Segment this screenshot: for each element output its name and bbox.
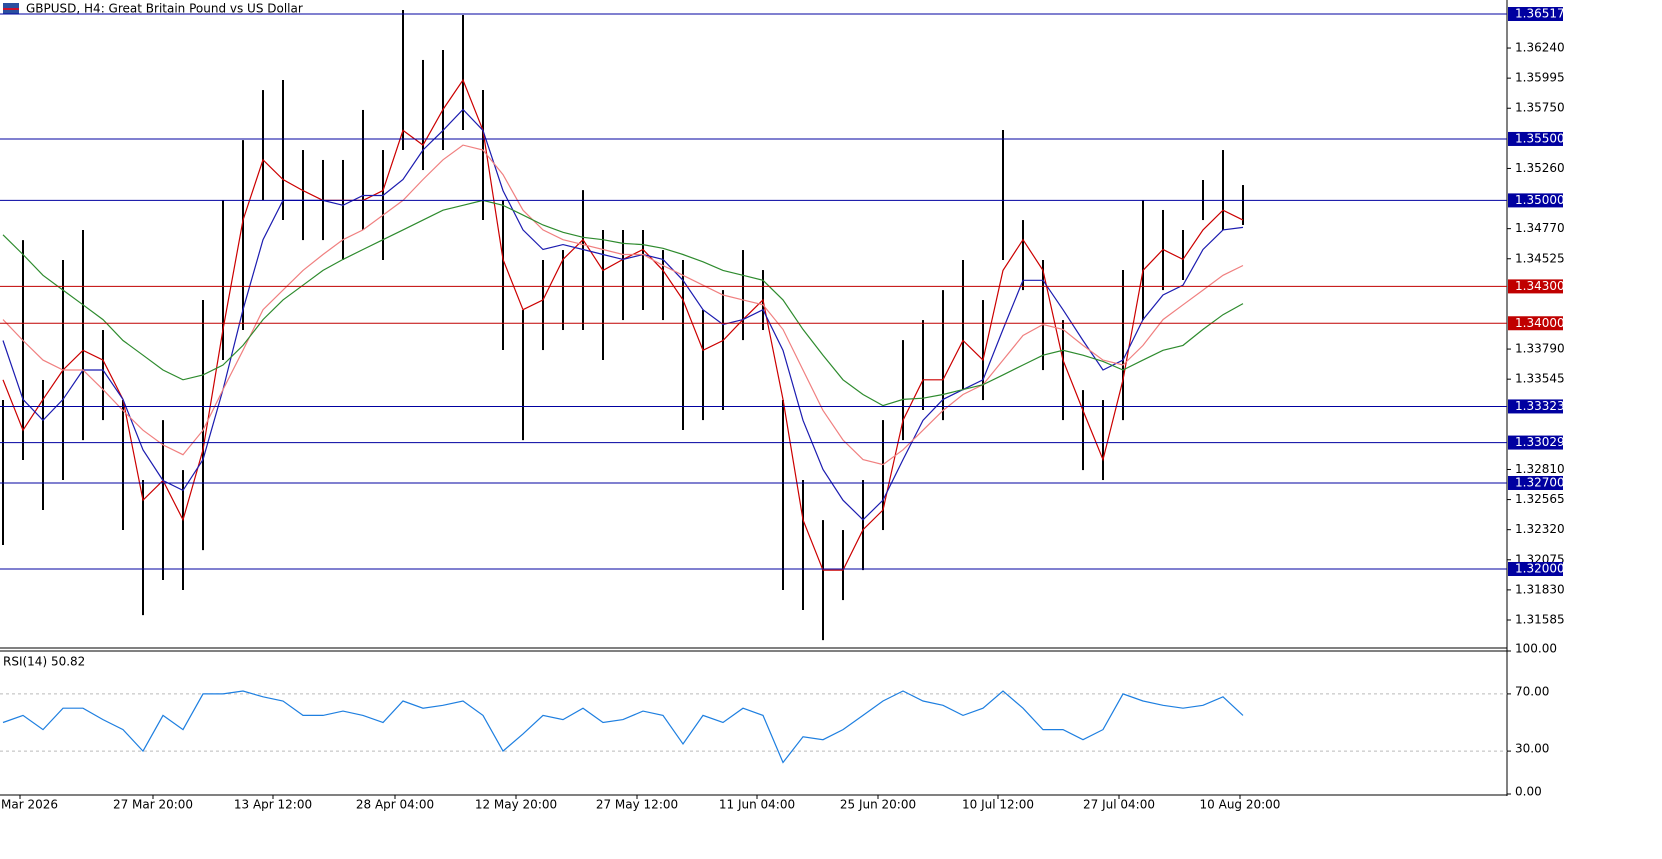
y-tick-label: 1.36240 bbox=[1515, 41, 1565, 55]
level-label-box bbox=[1508, 131, 1563, 146]
rsi-title: RSI(14) 50.82 bbox=[3, 655, 85, 669]
level-label-box bbox=[1508, 399, 1563, 414]
x-tick-label: 11 Jun 04:00 bbox=[719, 798, 795, 812]
y-tick-label: 1.32565 bbox=[1515, 492, 1565, 506]
y-tick-label: 1.34770 bbox=[1515, 221, 1565, 235]
symbol-icon-stripe bbox=[3, 8, 19, 10]
y-tick-label: 100.00 bbox=[1515, 642, 1557, 656]
level-label-box bbox=[1508, 193, 1563, 208]
x-tick-label: 13 Mar 2026 bbox=[0, 798, 58, 812]
level-label: 1.33029 bbox=[1515, 435, 1565, 449]
level-label: 1.36517 bbox=[1515, 7, 1565, 21]
level-label-box bbox=[1508, 435, 1563, 450]
moving-average bbox=[2, 199, 1244, 407]
x-tick-label: 28 Apr 04:00 bbox=[356, 798, 434, 812]
y-tick-label: 1.35995 bbox=[1515, 71, 1565, 85]
y-tick-label: 1.35750 bbox=[1515, 101, 1565, 115]
x-tick-label: 13 Apr 12:00 bbox=[234, 798, 312, 812]
x-tick-label: 10 Aug 20:00 bbox=[1200, 798, 1281, 812]
x-tick-label: 27 Mar 20:00 bbox=[113, 798, 193, 812]
x-tick-label: 27 Jul 04:00 bbox=[1083, 798, 1155, 812]
level-label: 1.32000 bbox=[1515, 561, 1565, 575]
level-label: 1.34300 bbox=[1515, 279, 1565, 293]
level-label-box bbox=[1508, 7, 1563, 22]
y-tick-label: 1.32320 bbox=[1515, 522, 1565, 536]
chart-title: GBPUSD, H4: Great Britain Pound vs US Do… bbox=[26, 2, 303, 16]
y-tick-label: 1.33545 bbox=[1515, 372, 1565, 386]
y-tick-label: 1.31585 bbox=[1515, 612, 1565, 626]
moving-average bbox=[2, 144, 1244, 466]
y-tick-label: 1.34525 bbox=[1515, 251, 1565, 265]
y-tick-label: 1.31830 bbox=[1515, 582, 1565, 596]
y-tick-label: 30.00 bbox=[1515, 742, 1549, 756]
y-tick-label: 0.00 bbox=[1515, 785, 1542, 799]
moving-average bbox=[2, 108, 1244, 521]
level-label-box bbox=[1508, 279, 1563, 294]
level-label: 1.35000 bbox=[1515, 193, 1565, 207]
level-label-box bbox=[1508, 316, 1563, 331]
y-tick-label: 1.32810 bbox=[1515, 462, 1565, 476]
level-label-box bbox=[1508, 561, 1563, 576]
level-label: 1.33323 bbox=[1515, 399, 1565, 413]
y-tick-label: 1.35260 bbox=[1515, 161, 1565, 175]
level-label-box bbox=[1508, 475, 1563, 490]
x-tick-label: 27 May 12:00 bbox=[596, 798, 678, 812]
x-tick-label: 12 May 20:00 bbox=[475, 798, 557, 812]
level-label: 1.32700 bbox=[1515, 475, 1565, 489]
rsi-line bbox=[2, 690, 1244, 764]
x-tick-label: 10 Jul 12:00 bbox=[962, 798, 1034, 812]
y-tick-label: 1.33790 bbox=[1515, 342, 1565, 356]
y-tick-label: 70.00 bbox=[1515, 684, 1549, 698]
level-label: 1.35500 bbox=[1515, 131, 1565, 145]
level-label: 1.34000 bbox=[1515, 316, 1565, 330]
x-tick-label: 25 Jun 20:00 bbox=[840, 798, 916, 812]
